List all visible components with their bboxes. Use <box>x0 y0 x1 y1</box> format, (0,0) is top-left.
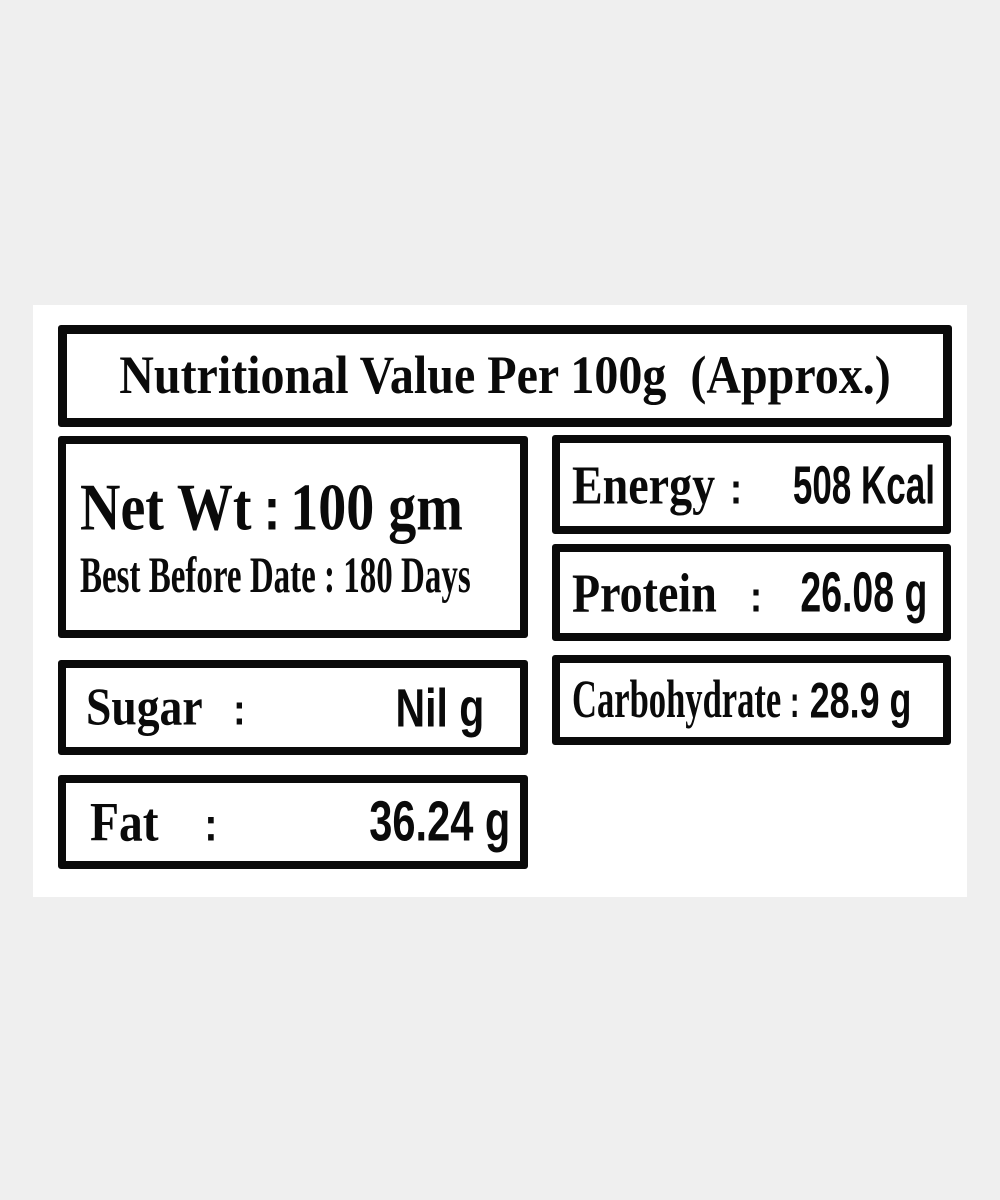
net-weight-colon: : <box>263 475 281 543</box>
carbohydrate-colon: : <box>789 677 800 727</box>
sugar-label: Sugar <box>86 677 203 737</box>
best-before-label: Best Before Date <box>80 547 316 604</box>
carbohydrate-label: Carbohydrate <box>572 669 782 730</box>
carbohydrate-value: 28.9 g <box>809 671 911 729</box>
protein-label: Protein <box>572 561 717 624</box>
fat-value: 36.24 g <box>368 790 510 854</box>
sugar-label-group: Sugar: <box>86 681 246 734</box>
fat-colon: : <box>204 798 218 851</box>
sugar-colon: : <box>232 685 246 734</box>
page-title: Nutritional Value Per 100g (Approx.) <box>119 345 891 406</box>
carbohydrate-box: Carbohydrate: 28.9 g <box>552 655 951 745</box>
title-box: Nutritional Value Per 100g (Approx.) <box>58 325 952 427</box>
energy-label: Energy <box>572 453 716 516</box>
nutrition-label-card: Nutritional Value Per 100g (Approx.) Net… <box>33 305 967 897</box>
protein-label-group: Protein: <box>572 565 762 620</box>
best-before-line: Best Before Date : 180 Days <box>80 550 471 602</box>
energy-label-group: Energy: <box>572 457 742 512</box>
net-weight-label: Net Wt <box>80 470 252 546</box>
energy-value: 508 Kcal <box>792 454 935 515</box>
protein-value: 26.08 g <box>800 561 927 624</box>
best-before-value: 180 Days <box>343 547 471 604</box>
sugar-value: Nil g <box>395 677 484 738</box>
net-weight-line: Net Wt:100 gm <box>80 474 463 541</box>
net-weight-box: Net Wt:100 gm Best Before Date : 180 Day… <box>58 436 528 638</box>
fat-box: Fat: 36.24 g <box>58 775 528 869</box>
energy-box: Energy: 508 Kcal <box>552 435 951 534</box>
net-weight-value: 100 gm <box>290 470 463 546</box>
fat-label: Fat <box>90 791 159 853</box>
sugar-box: Sugar: Nil g <box>58 660 528 755</box>
best-before-colon: : <box>315 547 344 604</box>
carbohydrate-label-group: Carbohydrate: <box>572 673 800 727</box>
energy-colon: : <box>729 464 743 514</box>
fat-label-group: Fat: <box>90 795 217 850</box>
protein-colon: : <box>749 572 763 622</box>
protein-box: Protein: 26.08 g <box>552 544 951 641</box>
